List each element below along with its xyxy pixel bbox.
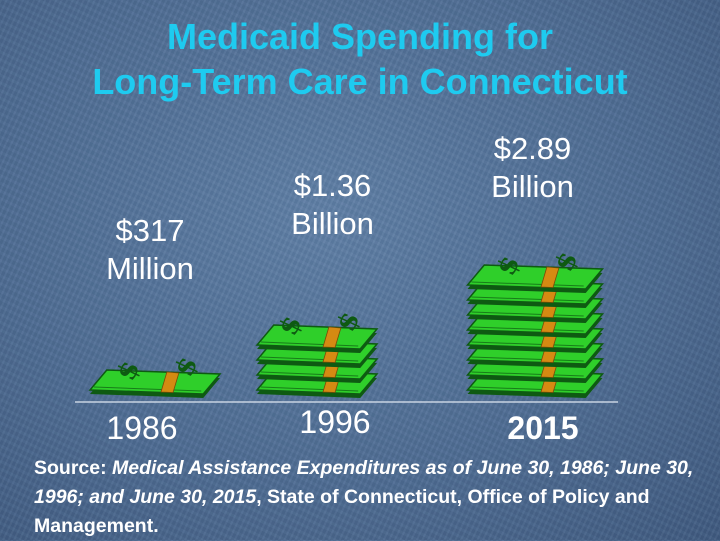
bill-band [322, 326, 342, 348]
money-stack-1996: $ $ [255, 307, 379, 398]
bill-layer [465, 264, 605, 290]
source-suffix: , State of Connecticut, Office of Policy… [34, 486, 650, 537]
year-label-1986: 1986 [106, 410, 178, 446]
value-label-1986: $317 Million [85, 212, 215, 288]
value-amount-2015: $2.89 [493, 131, 572, 166]
bill-edge [93, 386, 202, 392]
bill-edge [471, 356, 584, 362]
bill-edge [471, 371, 584, 377]
value-amount-1996: $1.36 [293, 168, 372, 203]
bill-edge [471, 326, 584, 332]
bill-edge [471, 281, 584, 287]
bill-edge [260, 356, 359, 362]
bill-band [540, 266, 560, 288]
value-unit-1986: Million [106, 251, 194, 286]
money-stack-2015: $ $ [465, 247, 605, 398]
bill-edge [471, 296, 584, 302]
bill-edge [260, 386, 359, 392]
value-label-1996: $1.36 Billion [265, 167, 400, 243]
title-line-2: Long-Term Care in Connecticut [92, 61, 628, 102]
bill-layer [88, 369, 222, 395]
title-line-1: Medicaid Spending for [166, 16, 553, 57]
source-note: Source: Medical Assistance Expenditures … [34, 454, 704, 541]
bill-edge [260, 341, 359, 347]
year-label-1996: 1996 [299, 404, 371, 440]
value-amount-1986: $317 [115, 213, 185, 248]
source-prefix: Source: [34, 457, 113, 479]
value-unit-2015: Billion [491, 169, 574, 204]
bill-edge [260, 371, 359, 377]
bill-edge [471, 311, 584, 317]
bill-edge [471, 341, 584, 347]
source-italic: Medical Assistance Expenditures as of Ju… [34, 457, 694, 508]
bill-edge [471, 386, 584, 392]
year-label-2015: 2015 [507, 410, 579, 446]
page-title: Medicaid Spending for Long-Term Care in … [0, 14, 720, 104]
value-unit-1996: Billion [291, 206, 374, 241]
money-stack-1986: $ $ [88, 352, 222, 398]
bill-band [160, 371, 180, 393]
value-label-2015: $2.89 Billion [465, 130, 600, 206]
